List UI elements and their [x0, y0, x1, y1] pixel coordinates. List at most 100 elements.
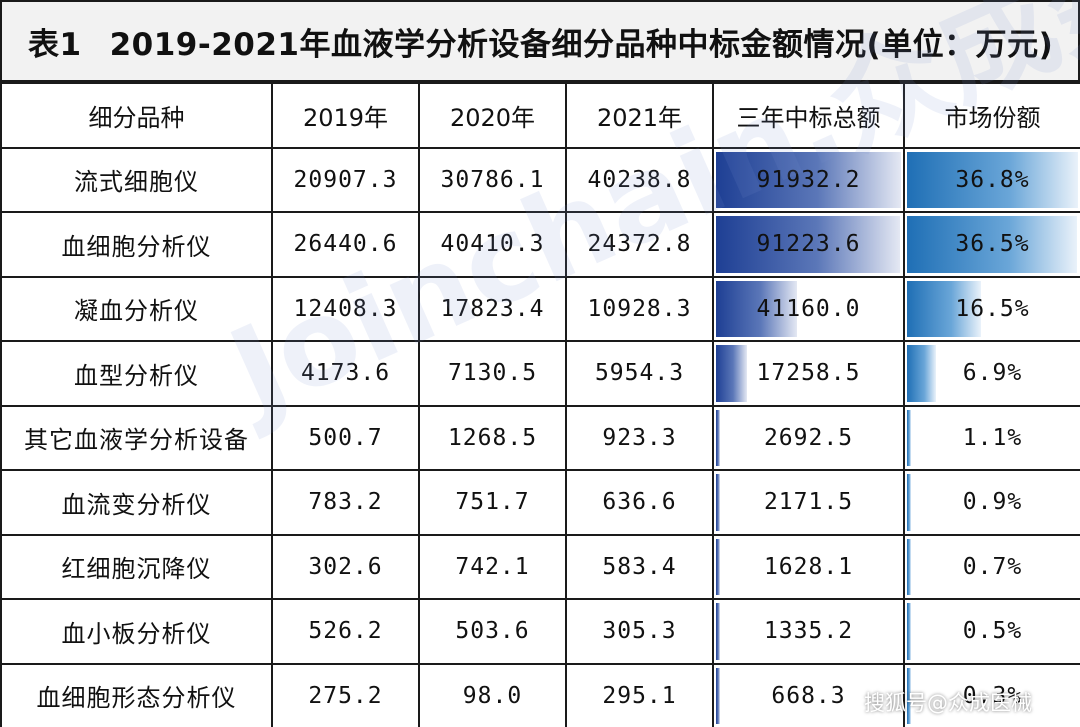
cell-total: 1628.1 — [712, 533, 905, 600]
table-row: 血细胞分析仪 26440.6 40410.3 24372.8 91223.6 36.5% — [0, 211, 1080, 278]
cell-category: 其它血液学分析设备 — [0, 404, 273, 471]
column-header-2021: 2021年 — [565, 82, 714, 149]
cell-2020: 1268.5 — [418, 404, 567, 471]
table-row: 其它血液学分析设备 500.7 1268.5 923.3 2692.5 1.1% — [0, 404, 1080, 471]
cell-share-value: 1.1% — [962, 424, 1023, 451]
total-data-bar — [716, 151, 901, 208]
cell-total: 1335.2 — [712, 598, 905, 665]
header-row: 细分品种 2019年 2020年 2021年 三年中标总额 市场份额 — [0, 82, 1080, 149]
table-row: 血小板分析仪 526.2 503.6 305.3 1335.2 0.5% — [0, 598, 1080, 665]
cell-total-value: 668.3 — [771, 682, 846, 709]
cell-total: 91223.6 — [712, 211, 905, 278]
cell-category: 血小板分析仪 — [0, 598, 273, 665]
cell-2021: 24372.8 — [565, 211, 714, 278]
cell-total-value: 91932.2 — [756, 166, 861, 193]
total-data-bar — [716, 216, 900, 273]
cell-2020: 98.0 — [418, 662, 567, 727]
share-data-bar — [907, 280, 982, 337]
cell-category: 血流变分析仪 — [0, 469, 273, 536]
cell-2019: 12408.3 — [271, 275, 420, 342]
cell-share: 16.5% — [903, 275, 1080, 342]
cell-category: 凝血分析仪 — [0, 275, 273, 342]
cell-total: 2692.5 — [712, 404, 905, 471]
cell-category: 血细胞形态分析仪 — [0, 662, 273, 727]
cell-category: 血细胞分析仪 — [0, 211, 273, 278]
table-row: 血型分析仪 4173.6 7130.5 5954.3 17258.5 6.9% — [0, 340, 1080, 407]
cell-total: 91932.2 — [712, 146, 905, 213]
table-row: 红细胞沉降仪 302.6 742.1 583.4 1628.1 0.7% — [0, 533, 1080, 600]
share-data-bar — [907, 474, 911, 531]
table-row: 凝血分析仪 12408.3 17823.4 10928.3 41160.0 16.5% — [0, 275, 1080, 342]
cell-2020: 30786.1 — [418, 146, 567, 213]
share-data-bar — [907, 345, 936, 402]
cell-category: 血型分析仪 — [0, 340, 273, 407]
cell-2020: 742.1 — [418, 533, 567, 600]
share-data-bar — [907, 538, 911, 595]
cell-share-value: 0.9% — [962, 489, 1023, 516]
cell-share-value: 16.5% — [955, 295, 1030, 322]
total-data-bar — [716, 345, 748, 402]
column-header-total: 三年中标总额 — [712, 82, 905, 149]
share-data-bar — [907, 603, 911, 660]
total-data-bar — [716, 667, 720, 724]
total-data-bar — [716, 280, 797, 337]
cell-total-value: 1335.2 — [763, 618, 854, 645]
cell-2020: 751.7 — [418, 469, 567, 536]
share-data-bar — [907, 409, 911, 466]
cell-share-value: 0.7% — [962, 553, 1023, 580]
cell-2019: 526.2 — [271, 598, 420, 665]
cell-2020: 40410.3 — [418, 211, 567, 278]
cell-2021: 636.6 — [565, 469, 714, 536]
table-row: 血流变分析仪 783.2 751.7 636.6 2171.5 0.9% — [0, 469, 1080, 536]
cell-share-value: 0.5% — [962, 618, 1023, 645]
cell-2019: 26440.6 — [271, 211, 420, 278]
cell-share: 1.1% — [903, 404, 1080, 471]
cell-total: 668.3 — [712, 662, 905, 727]
total-data-bar — [716, 538, 720, 595]
cell-2019: 275.2 — [271, 662, 420, 727]
cell-2019: 20907.3 — [271, 146, 420, 213]
cell-category: 红细胞沉降仪 — [0, 533, 273, 600]
cell-total: 17258.5 — [712, 340, 905, 407]
cell-2021: 305.3 — [565, 598, 714, 665]
cell-category: 流式细胞仪 — [0, 146, 273, 213]
cell-total-value: 1628.1 — [763, 553, 854, 580]
column-header-2019: 2019年 — [271, 82, 420, 149]
cell-2019: 783.2 — [271, 469, 420, 536]
cell-total: 2171.5 — [712, 469, 905, 536]
column-header-share: 市场份额 — [903, 82, 1080, 149]
cell-share-value: 36.8% — [955, 166, 1030, 193]
cell-share: 0.5% — [903, 598, 1080, 665]
column-header-2020: 2020年 — [418, 82, 567, 149]
cell-total-value: 2692.5 — [763, 424, 854, 451]
source-credit: 搜狐号@众成医械 — [864, 691, 1032, 715]
cell-2020: 17823.4 — [418, 275, 567, 342]
cell-total: 41160.0 — [712, 275, 905, 342]
cell-share-value: 36.5% — [955, 231, 1030, 258]
cell-total-value: 2171.5 — [763, 489, 854, 516]
cell-total-value: 41160.0 — [756, 295, 861, 322]
cell-2020: 503.6 — [418, 598, 567, 665]
cell-2019: 302.6 — [271, 533, 420, 600]
cell-total-value: 91223.6 — [756, 231, 861, 258]
cell-2021: 923.3 — [565, 404, 714, 471]
cell-share: 0.7% — [903, 533, 1080, 600]
share-data-bar — [907, 216, 1077, 273]
cell-2021: 5954.3 — [565, 340, 714, 407]
total-data-bar — [716, 474, 720, 531]
bid-amount-table: 细分品种 2019年 2020年 2021年 三年中标总额 市场份额 流式细胞仪… — [0, 82, 1080, 727]
cell-share: 0.9% — [903, 469, 1080, 536]
cell-2021: 583.4 — [565, 533, 714, 600]
cell-2019: 500.7 — [271, 404, 420, 471]
share-data-bar — [907, 667, 911, 724]
cell-share: 36.5% — [903, 211, 1080, 278]
cell-share-value: 0.3% — [962, 682, 1023, 709]
cell-2021: 40238.8 — [565, 146, 714, 213]
cell-share-value: 6.9% — [962, 360, 1023, 387]
cell-share: 0.3% — [903, 662, 1080, 727]
cell-share: 6.9% — [903, 340, 1080, 407]
cell-total-value: 17258.5 — [756, 360, 861, 387]
table-number: 表1 — [28, 26, 82, 63]
cell-2021: 295.1 — [565, 662, 714, 727]
share-data-bar — [907, 151, 1078, 208]
